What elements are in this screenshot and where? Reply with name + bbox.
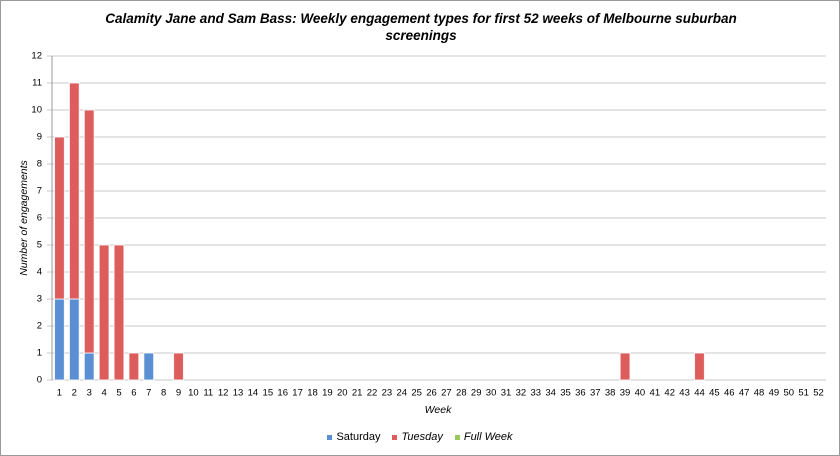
x-tick-label: 17 xyxy=(292,388,303,399)
x-tick-label: 19 xyxy=(322,388,333,399)
bar-segment xyxy=(173,352,184,381)
bar-segment xyxy=(128,352,140,381)
x-tick-label: 7 xyxy=(146,388,151,399)
x-tick-label: 36 xyxy=(575,388,586,399)
x-tick-label: 23 xyxy=(382,388,393,399)
x-tick-label: 5 xyxy=(116,388,121,399)
x-tick-label: 8 xyxy=(161,388,166,399)
x-tick-label: 29 xyxy=(471,388,482,399)
x-tick-label: 49 xyxy=(769,388,780,399)
y-tick-label: 5 xyxy=(37,240,42,251)
x-tick-label: 34 xyxy=(545,388,556,399)
x-tick-label: 39 xyxy=(620,388,631,399)
y-tick-label: 7 xyxy=(37,186,42,197)
x-tick-label: 4 xyxy=(101,388,106,399)
x-tick-label: 52 xyxy=(813,388,824,399)
bar-segment xyxy=(113,244,125,381)
x-tick-label: 35 xyxy=(560,388,571,399)
x-tick-label: 26 xyxy=(426,388,437,399)
x-tick-label: 3 xyxy=(87,388,92,399)
x-tick-label: 44 xyxy=(694,388,705,399)
x-tick-label: 25 xyxy=(411,388,422,399)
x-tick-label: 43 xyxy=(679,388,690,399)
y-tick-label: 0 xyxy=(37,375,42,386)
legend-item: Tuesday xyxy=(392,431,443,443)
legend-swatch xyxy=(327,434,333,440)
x-tick-label: 24 xyxy=(396,388,407,399)
x-tick-label: 46 xyxy=(724,388,735,399)
legend-label: Tuesday xyxy=(401,431,443,443)
bar-segment xyxy=(83,352,95,381)
y-tick-label: 2 xyxy=(37,321,42,332)
x-tick-label: 18 xyxy=(307,388,318,399)
legend-swatch xyxy=(392,434,398,440)
x-axis-label: Week xyxy=(425,404,452,416)
x-tick-label: 50 xyxy=(783,388,794,399)
x-tick-label: 13 xyxy=(233,388,244,399)
legend: Saturday Tuesday Full Week xyxy=(1,431,839,443)
x-tick-label: 2 xyxy=(72,388,77,399)
x-tick-label: 9 xyxy=(176,388,181,399)
x-tick-label: 12 xyxy=(218,388,229,399)
x-tick-label: 30 xyxy=(486,388,497,399)
y-tick-label: 3 xyxy=(37,294,42,305)
y-tick-label: 8 xyxy=(37,159,42,170)
legend-label: Full Week xyxy=(463,431,513,443)
bar-segment xyxy=(54,298,65,381)
legend-item: Saturday xyxy=(327,431,380,443)
legend-swatch xyxy=(454,434,460,440)
x-tick-label: 38 xyxy=(605,388,616,399)
bar-segment xyxy=(98,244,110,381)
x-tick-label: 32 xyxy=(516,388,527,399)
y-tick-label: 4 xyxy=(37,267,42,278)
y-tick-label: 12 xyxy=(31,51,42,62)
legend-label: Saturday xyxy=(336,431,381,443)
x-tick-label: 15 xyxy=(263,388,274,399)
x-tick-label: 20 xyxy=(337,388,348,399)
x-tick-label: 42 xyxy=(664,388,675,399)
x-tick-label: 10 xyxy=(188,388,199,399)
x-tick-label: 6 xyxy=(131,388,136,399)
x-tick-label: 16 xyxy=(277,388,288,399)
y-tick-label: 10 xyxy=(31,105,42,116)
y-axis-label: Number of engagements xyxy=(18,159,30,275)
x-tick-label: 33 xyxy=(530,388,541,399)
y-tick-label: 1 xyxy=(37,348,42,359)
bar-segment xyxy=(619,352,631,381)
x-tick-label: 11 xyxy=(203,388,213,399)
x-tick-label: 47 xyxy=(739,388,750,399)
x-tick-label: 31 xyxy=(501,388,512,399)
bar-segment xyxy=(68,298,80,381)
y-tick-label: 6 xyxy=(37,213,42,224)
x-tick-label: 41 xyxy=(650,388,661,399)
x-tick-label: 48 xyxy=(754,388,765,399)
y-tick-label: 11 xyxy=(32,78,42,89)
y-tick-label: 9 xyxy=(37,132,42,143)
bar-segment xyxy=(143,352,155,381)
x-tick-label: 27 xyxy=(441,388,452,399)
x-tick-label: 45 xyxy=(709,388,720,399)
bar-segment xyxy=(694,352,705,381)
x-tick-label: 14 xyxy=(248,388,259,399)
bar-segment xyxy=(68,82,80,300)
x-tick-label: 28 xyxy=(456,388,467,399)
x-tick-label: 1 xyxy=(57,388,62,399)
bar-segment xyxy=(54,136,65,300)
bar-segment xyxy=(83,109,95,354)
x-tick-label: 40 xyxy=(635,388,646,399)
x-tick-label: 21 xyxy=(352,388,363,399)
x-tick-label: 37 xyxy=(590,388,601,399)
x-tick-label: 51 xyxy=(798,388,809,399)
x-tick-label: 22 xyxy=(367,388,378,399)
legend-item: Full Week xyxy=(454,431,513,443)
chart-title: Calamity Jane and Sam Bass: Weekly engag… xyxy=(105,11,737,43)
